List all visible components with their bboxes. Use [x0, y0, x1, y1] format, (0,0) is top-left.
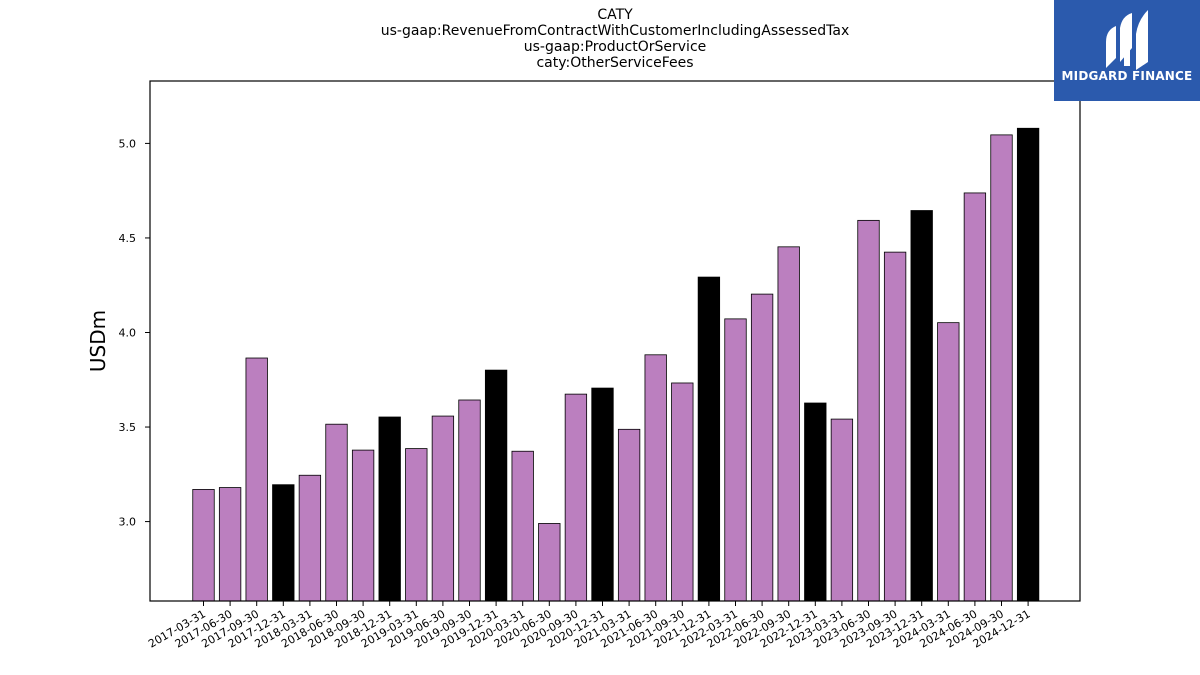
bar — [910, 210, 933, 602]
bar — [697, 276, 721, 602]
bar — [937, 322, 960, 602]
logo-text: MIDGARD FINANCE — [1061, 69, 1193, 83]
bar — [591, 387, 614, 602]
bar — [325, 423, 348, 602]
title-line-member: caty:OtherServiceFees — [536, 55, 694, 71]
bar — [830, 418, 854, 602]
bar — [405, 448, 428, 602]
bar — [617, 428, 641, 602]
bar — [511, 450, 534, 602]
bar — [564, 393, 588, 602]
bar — [750, 293, 774, 602]
bar — [378, 416, 401, 602]
bar — [192, 489, 215, 602]
title-line-concept: us-gaap:RevenueFromContractWithCustomerI… — [380, 23, 850, 39]
bar — [777, 246, 800, 602]
y-tick-label: 5.0 — [119, 137, 137, 150]
bar — [538, 523, 561, 602]
bar — [245, 357, 268, 602]
bar — [298, 474, 322, 602]
bar — [272, 484, 295, 602]
bar — [990, 134, 1013, 602]
bar — [484, 369, 508, 602]
bar — [963, 192, 987, 602]
y-axis-label: USDm — [86, 310, 110, 372]
y-tick-label: 4.5 — [119, 232, 137, 245]
midgard-logo-icon — [1106, 10, 1148, 70]
bar — [431, 415, 455, 602]
bar — [724, 318, 747, 602]
bar — [218, 487, 242, 602]
bar — [458, 399, 481, 602]
bar — [644, 354, 667, 602]
bar — [351, 449, 375, 602]
y-tick-label: 3.0 — [119, 516, 137, 529]
bar — [883, 251, 907, 602]
bar — [857, 219, 880, 602]
y-tick-label: 3.5 — [119, 421, 137, 434]
bar — [804, 402, 827, 602]
plot-frame — [149, 80, 1081, 602]
title-line-axis: us-gaap:ProductOrService — [523, 39, 707, 55]
title-line-ticker: CATY — [597, 7, 633, 23]
bar — [671, 382, 694, 602]
brand-logo: MIDGARD FINANCE — [1054, 0, 1200, 101]
y-tick-label: 4.0 — [119, 326, 137, 339]
bar — [1016, 127, 1040, 602]
